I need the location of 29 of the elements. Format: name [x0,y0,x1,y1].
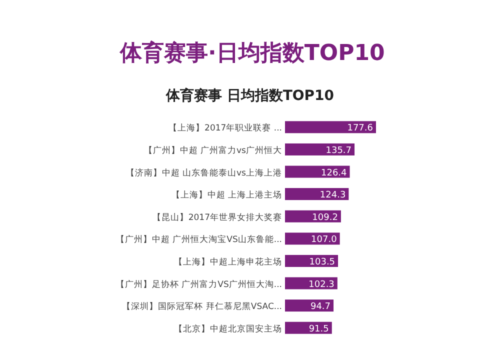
y-tick-label: 【广州】足协杯 广州富力VS广州恒大淘... [116,278,282,290]
bar [285,188,349,200]
bar [285,300,334,312]
chart-title: 体育赛事·日均指数TOP10 [119,40,385,66]
y-tick-label: 【广州】中超 广州富力vs广州恒大 [144,144,282,156]
y-tick-label: 【上海】中超上海申花主场 [174,256,282,268]
data-label: 135.7 [326,146,352,156]
data-label: 102.3 [308,280,334,290]
bar [285,121,376,134]
bar [285,143,355,156]
data-label: 91.5 [308,324,329,334]
y-tick-label: 【济南】中超 山东鲁能泰山vs上海上港 [126,167,282,178]
y-tick-label: 【昆山】2017年世界女排大奖赛 [152,212,282,223]
y-tick-label: 【北京】中超北京国安主场 [174,323,282,334]
data-label: 107.0 [311,235,338,246]
y-tick-label: 【广州】中超 广州恒大淘宝VS山东鲁能... [116,234,282,246]
data-label: 109.2 [312,212,338,223]
bar [285,166,350,178]
y-tick-label: 【深圳】国际冠军杯 拜仁慕尼黑VSAC... [122,301,282,312]
bar [285,232,340,245]
data-label: 94.7 [310,302,331,312]
data-label: 124.3 [320,190,346,201]
data-label: 126.4 [321,168,348,178]
data-label: 177.6 [347,124,374,134]
bar [285,322,332,334]
chart-subtitle: 体育赛事 日均指数TOP10 [164,87,334,104]
data-label: 103.5 [309,257,336,268]
y-tick-label: 【上海】中超 上海上港主场 [171,190,282,201]
y-tick-label: 【上海】2017年职业联赛 ... [168,122,282,134]
